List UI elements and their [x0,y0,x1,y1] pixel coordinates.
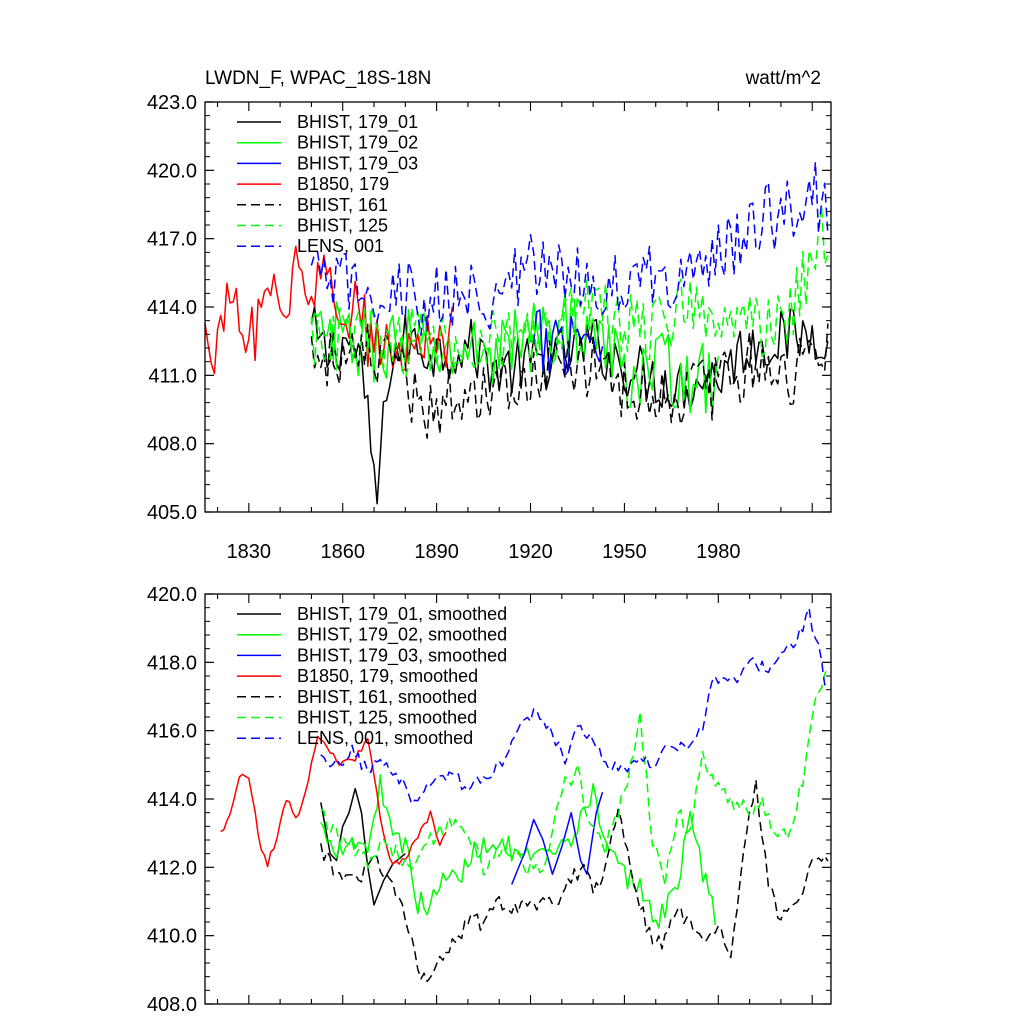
top-legend-label-bhist-125: BHIST, 125 [297,216,388,236]
bottom-y-tick-label: 418.0 [147,652,197,674]
top-series-bhist-125 [310,205,829,379]
bottom-y-tick-label: 408.0 [147,994,197,1016]
top-legend-label-b1850-179: B1850, 179 [297,174,389,194]
bottom-legend-label-bhist-179-01-smoothed: BHIST, 179_01, smoothed [297,604,507,625]
bottom-series-b1850-179-smoothed [220,735,447,868]
top-x-tick-label: 1830 [227,541,272,563]
top-legend-label-bhist-179-01: BHIST, 179_01 [297,112,418,133]
top-series-lens-001 [310,161,829,336]
bottom-legend-label-bhist-125-smoothed: BHIST, 125, smoothed [297,708,477,728]
top-y-tick-label: 405.0 [147,502,197,524]
bottom-legend-label-bhist-179-02-smoothed: BHIST, 179_02, smoothed [297,625,507,646]
top-legend-label-bhist-179-02: BHIST, 179_02 [297,133,418,154]
bottom-y-tick-label: 410.0 [147,926,197,948]
bottom-series-bhist-179-02-smoothed [320,774,716,929]
top-legend-label-bhist-161: BHIST, 161 [297,195,388,215]
bottom-y-tick-label: 416.0 [147,721,197,743]
bottom-chart-panel: 408.0 410.0 412.0 414.0 416.0 418.0 420.0 BHIS… [147,584,832,1016]
bottom-legend-label-bhist-179-03-smoothed: BHIST, 179_03, smoothed [297,645,507,666]
top-y-tick-label: 411.0 [148,365,197,387]
top-chart-panel: 405.0 408.0 411.0 414.0 417.0 420.0 423.0 1830 1… [147,68,832,563]
top-x-tick-label: 1890 [414,541,459,563]
bottom-legend-label-lens-001-smoothed: LENS, 001, smoothed [297,728,473,748]
top-series-bhist-179-03 [530,309,604,376]
top-series-b1850-179 [204,245,454,375]
top-legend-label-lens-001: LENS, 001 [297,236,384,256]
bottom-legend-label-b1850-179-smoothed: B1850, 179, smoothed [297,666,478,686]
top-series-bhist-161 [310,323,829,439]
top-chart-title: LWDN_F, WPAC_18S-18N [205,68,431,89]
top-x-tick-label: 1950 [602,541,647,563]
bottom-y-tick-label: 414.0 [147,789,197,811]
bottom-series-bhist-161-smoothed [320,779,829,983]
top-x-tick-label: 1920 [508,541,553,563]
bottom-y-tick-label: 412.0 [147,857,197,879]
bottom-series-lens-001-smoothed [320,607,829,805]
top-y-tick-label: 420.0 [147,160,197,182]
top-y-tick-label: 408.0 [147,434,197,456]
bottom-y-tick-label: 420.0 [147,584,197,606]
top-chart-units: watt/m^2 [745,68,821,89]
bottom-series-bhist-125-smoothed [320,667,829,887]
bottom-series-bhist-179-01-smoothed [320,787,406,906]
bottom-legend-label-bhist-161-smoothed: BHIST, 161, smoothed [297,687,477,707]
top-y-tick-label: 423.0 [147,92,197,114]
top-x-tick-label: 1980 [696,541,741,563]
top-y-tick-label: 414.0 [147,297,197,319]
bottom-series-bhist-179-03-smoothed [511,791,604,885]
top-legend-label-bhist-179-03: BHIST, 179_03 [297,153,418,174]
top-x-tick-label: 1860 [320,541,365,563]
top-y-tick-label: 417.0 [147,229,197,251]
